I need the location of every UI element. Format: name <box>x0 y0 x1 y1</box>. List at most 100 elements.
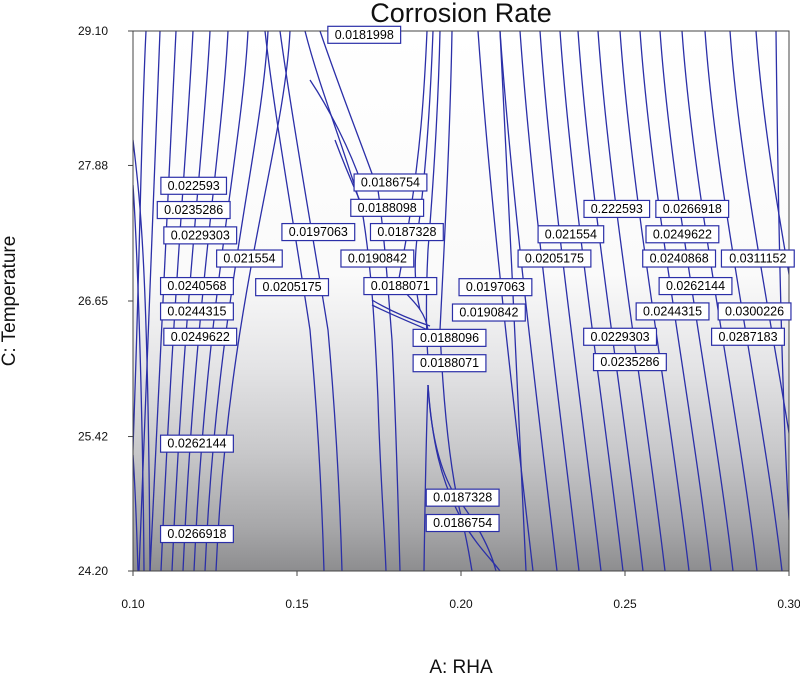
contour-label-box <box>425 513 500 533</box>
contour-label: 0.0188096 <box>412 328 487 347</box>
contour-label: 0.0249622 <box>163 327 238 346</box>
contour-label-box <box>159 276 234 296</box>
contour-label-box <box>163 327 238 346</box>
contour-label-text: 0.021554 <box>545 227 597 241</box>
contour-label: 0.0229303 <box>583 327 658 346</box>
contour-line <box>639 31 712 571</box>
contour-line <box>539 31 602 571</box>
contour-label-box <box>658 276 733 296</box>
contour-label-box <box>159 524 234 544</box>
contour-label-text: 0.0266918 <box>167 527 226 541</box>
chart-title: Corrosion Rate <box>370 0 552 28</box>
contour-label: 0.0249622 <box>645 225 720 244</box>
contour-line <box>775 31 789 521</box>
contour-line <box>371 304 429 331</box>
contour-label-text: 0.0188071 <box>420 356 479 370</box>
contour-label: 0.0287183 <box>710 327 785 346</box>
contour-label: 0.0187328 <box>369 222 444 242</box>
contour-line <box>704 31 783 571</box>
y-tick-label: 27.88 <box>78 158 108 172</box>
contour-label-box <box>537 225 605 244</box>
contour-line <box>204 31 269 571</box>
contour-label-box <box>216 249 283 268</box>
contour-label: 0.222593 <box>583 199 651 219</box>
contour-line <box>279 31 343 571</box>
contour-labels: 0.0181998 0.0186754 0.0188098 0.0187328 0.01… <box>156 25 795 544</box>
contour-label-text: 0.0197063 <box>289 225 348 239</box>
contour-label: 0.0186754 <box>425 513 500 533</box>
contour-label: 0.0244315 <box>635 302 710 321</box>
contour-label: 0.021554 <box>216 249 283 268</box>
contour-label-text: 0.0235286 <box>164 203 223 217</box>
contour-label-box <box>156 200 231 220</box>
contour-line <box>619 31 690 571</box>
contour-label-text: 0.0229303 <box>171 228 230 242</box>
contour-label-text: 0.0249622 <box>171 330 230 344</box>
contour-label-text: 0.0190842 <box>348 252 407 266</box>
x-tick-label: 0.25 <box>613 597 637 611</box>
contour-label-box <box>592 353 667 372</box>
contour-label: 0.0266918 <box>159 524 234 544</box>
contour-label-box <box>645 225 720 244</box>
contour-label: 0.0235286 <box>156 200 231 220</box>
contour-label: 0.0311152 <box>720 249 795 268</box>
contour-label-text: 0.0240568 <box>167 279 226 293</box>
contour-label-text: 0.0188098 <box>358 201 417 215</box>
contour-line <box>133 31 147 465</box>
contour-line <box>729 31 789 437</box>
contour-label-box <box>583 327 658 346</box>
contour-label: 0.022593 <box>160 176 228 195</box>
contour-label-text: 0.0262144 <box>167 437 226 451</box>
contour-label-box <box>710 327 785 346</box>
contour-label-text: 0.0244315 <box>167 304 226 318</box>
contour-label-text: 0.0300226 <box>725 304 784 318</box>
contour-label-text: 0.0244315 <box>643 304 702 318</box>
contour-label-box <box>353 173 428 192</box>
contour-label-box <box>363 276 438 296</box>
contour-label-text: 0.0188096 <box>420 331 479 345</box>
x-tick-label: 0.20 <box>449 597 473 611</box>
contour-line <box>319 31 401 571</box>
contour-label-text: 0.0240868 <box>650 252 709 266</box>
contour-line <box>559 31 624 571</box>
contour-label-box <box>655 199 730 219</box>
contour-label-text: 0.0311152 <box>729 252 786 266</box>
contour-label: 0.0205175 <box>517 249 592 268</box>
contour-label: 0.0186754 <box>353 173 428 192</box>
contour-label-text: 0.0186754 <box>361 175 420 189</box>
contour-line <box>659 31 734 571</box>
contour-label: 0.0181998 <box>327 25 402 44</box>
contour-label-box <box>517 249 592 268</box>
contour-label: 0.0188071 <box>363 276 438 296</box>
contour-label-text: 0.0186754 <box>433 516 492 530</box>
contour-label: 0.0229303 <box>163 226 238 245</box>
contour-label: 0.0240868 <box>642 249 717 268</box>
contour-label: 0.0197063 <box>281 222 356 242</box>
contour-line <box>755 31 789 279</box>
contour-label-box <box>412 354 487 373</box>
contour-label-text: 0.0229303 <box>591 330 650 344</box>
contour-label: 0.0205175 <box>255 278 330 297</box>
contour-label-text: 0.222593 <box>591 202 643 216</box>
contour-label-text: 0.022593 <box>168 179 220 193</box>
y-tick-label: 24.20 <box>78 564 108 578</box>
contour-label-text: 0.0205175 <box>263 280 322 294</box>
contour-label-box <box>583 199 651 219</box>
contour-label-text: 0.0287183 <box>718 330 777 344</box>
contour-label-box <box>255 278 330 297</box>
contour-label-text: 0.0187328 <box>433 491 492 505</box>
contour-label-box <box>369 222 444 242</box>
contour-label-box <box>340 249 415 268</box>
x-tick-label: 0.10 <box>121 597 145 611</box>
contour-line <box>304 31 387 571</box>
contour-label-text: 0.0187328 <box>377 225 436 239</box>
y-tick-label: 26.65 <box>78 294 108 308</box>
contour-line <box>215 31 291 571</box>
contour-label-box <box>642 249 717 268</box>
contour-label: 0.0235286 <box>592 353 667 372</box>
x-tick-label: 0.15 <box>285 597 309 611</box>
contour-line <box>499 31 558 571</box>
contour-label-text: 0.0205175 <box>525 252 584 266</box>
contour-label-box <box>458 278 533 297</box>
